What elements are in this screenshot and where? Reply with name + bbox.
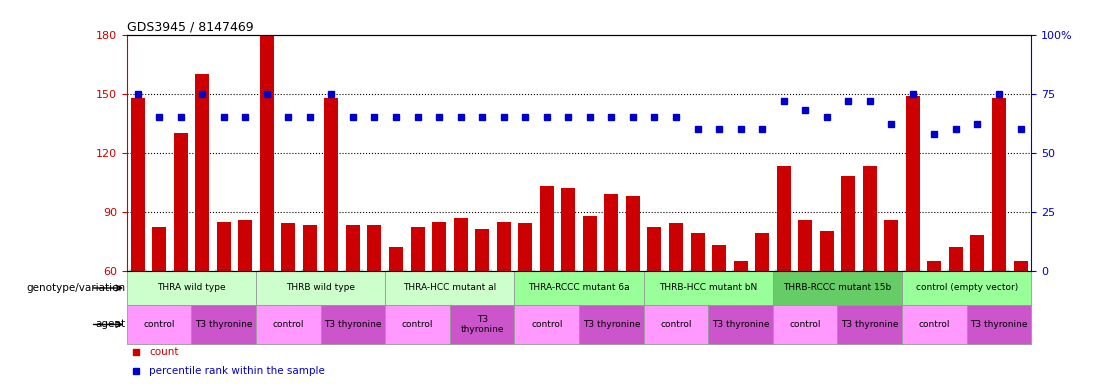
Bar bbox=[644, 305, 708, 344]
Bar bbox=[195, 74, 210, 271]
Text: control: control bbox=[919, 320, 950, 329]
Bar bbox=[324, 98, 339, 271]
Bar bbox=[127, 305, 192, 344]
Text: T3 thyronine: T3 thyronine bbox=[711, 320, 769, 329]
Bar bbox=[579, 305, 644, 344]
Bar bbox=[902, 271, 1031, 305]
Bar bbox=[152, 227, 167, 271]
Bar bbox=[670, 223, 683, 271]
Bar bbox=[367, 225, 382, 271]
Text: THRA-HCC mutant al: THRA-HCC mutant al bbox=[404, 283, 496, 293]
Text: THRB wild type: THRB wild type bbox=[286, 283, 355, 293]
Text: control (empty vector): control (empty vector) bbox=[915, 283, 1018, 293]
Text: control: control bbox=[661, 320, 692, 329]
Bar bbox=[303, 225, 317, 271]
Bar bbox=[928, 261, 941, 271]
Bar bbox=[885, 220, 898, 271]
Bar bbox=[561, 188, 576, 271]
Bar bbox=[604, 194, 619, 271]
Text: control: control bbox=[531, 320, 563, 329]
Bar bbox=[949, 247, 963, 271]
Text: control: control bbox=[143, 320, 175, 329]
Bar bbox=[475, 229, 489, 271]
Bar bbox=[514, 305, 579, 344]
Bar bbox=[385, 271, 514, 305]
Bar bbox=[217, 222, 231, 271]
Bar bbox=[281, 223, 296, 271]
Bar bbox=[906, 96, 920, 271]
Text: percentile rank within the sample: percentile rank within the sample bbox=[150, 366, 325, 376]
Bar bbox=[514, 271, 644, 305]
Bar bbox=[173, 133, 188, 271]
Text: T3
thyronine: T3 thyronine bbox=[460, 315, 504, 334]
Text: THRB-RCCC mutant 15b: THRB-RCCC mutant 15b bbox=[783, 283, 891, 293]
Bar bbox=[966, 305, 1031, 344]
Bar bbox=[260, 35, 274, 271]
Bar bbox=[625, 196, 640, 271]
Text: THRA-RCCC mutant 6a: THRA-RCCC mutant 6a bbox=[528, 283, 630, 293]
Bar bbox=[842, 176, 855, 271]
Bar bbox=[799, 220, 812, 271]
Text: THRA wild type: THRA wild type bbox=[157, 283, 226, 293]
Bar bbox=[756, 233, 769, 271]
Bar bbox=[539, 186, 554, 271]
Bar bbox=[971, 235, 985, 271]
Bar bbox=[130, 98, 144, 271]
Bar bbox=[992, 98, 1006, 271]
Bar bbox=[453, 218, 468, 271]
Bar bbox=[256, 305, 321, 344]
Bar bbox=[837, 305, 902, 344]
Bar bbox=[582, 216, 597, 271]
Text: T3 thyronine: T3 thyronine bbox=[971, 320, 1028, 329]
Bar bbox=[647, 227, 662, 271]
Text: control: control bbox=[790, 320, 821, 329]
Bar bbox=[773, 305, 837, 344]
Text: T3 thyronine: T3 thyronine bbox=[582, 320, 640, 329]
Bar bbox=[820, 231, 834, 271]
Bar bbox=[777, 166, 791, 271]
Bar bbox=[690, 233, 705, 271]
Bar bbox=[450, 305, 514, 344]
Bar bbox=[127, 271, 256, 305]
Text: T3 thyronine: T3 thyronine bbox=[842, 320, 899, 329]
Bar bbox=[644, 271, 773, 305]
Text: control: control bbox=[272, 320, 304, 329]
Bar bbox=[192, 305, 256, 344]
Bar bbox=[733, 261, 748, 271]
Bar bbox=[518, 223, 533, 271]
Bar bbox=[238, 220, 253, 271]
Bar bbox=[713, 245, 726, 271]
Bar bbox=[385, 305, 450, 344]
Text: T3 thyronine: T3 thyronine bbox=[195, 320, 253, 329]
Bar bbox=[1014, 261, 1028, 271]
Bar bbox=[708, 305, 773, 344]
Bar bbox=[432, 222, 446, 271]
Text: T3 thyronine: T3 thyronine bbox=[324, 320, 382, 329]
Bar bbox=[256, 271, 385, 305]
Bar bbox=[410, 227, 425, 271]
Bar bbox=[321, 305, 385, 344]
Text: count: count bbox=[150, 347, 179, 358]
Bar bbox=[389, 247, 403, 271]
Bar bbox=[346, 225, 360, 271]
Text: agent: agent bbox=[96, 319, 126, 329]
Bar bbox=[902, 305, 966, 344]
Text: GDS3945 / 8147469: GDS3945 / 8147469 bbox=[127, 20, 254, 33]
Text: THRB-HCC mutant bN: THRB-HCC mutant bN bbox=[660, 283, 758, 293]
Text: control: control bbox=[401, 320, 433, 329]
Bar bbox=[863, 166, 877, 271]
Bar bbox=[496, 222, 511, 271]
Text: genotype/variation: genotype/variation bbox=[26, 283, 126, 293]
Bar bbox=[773, 271, 902, 305]
